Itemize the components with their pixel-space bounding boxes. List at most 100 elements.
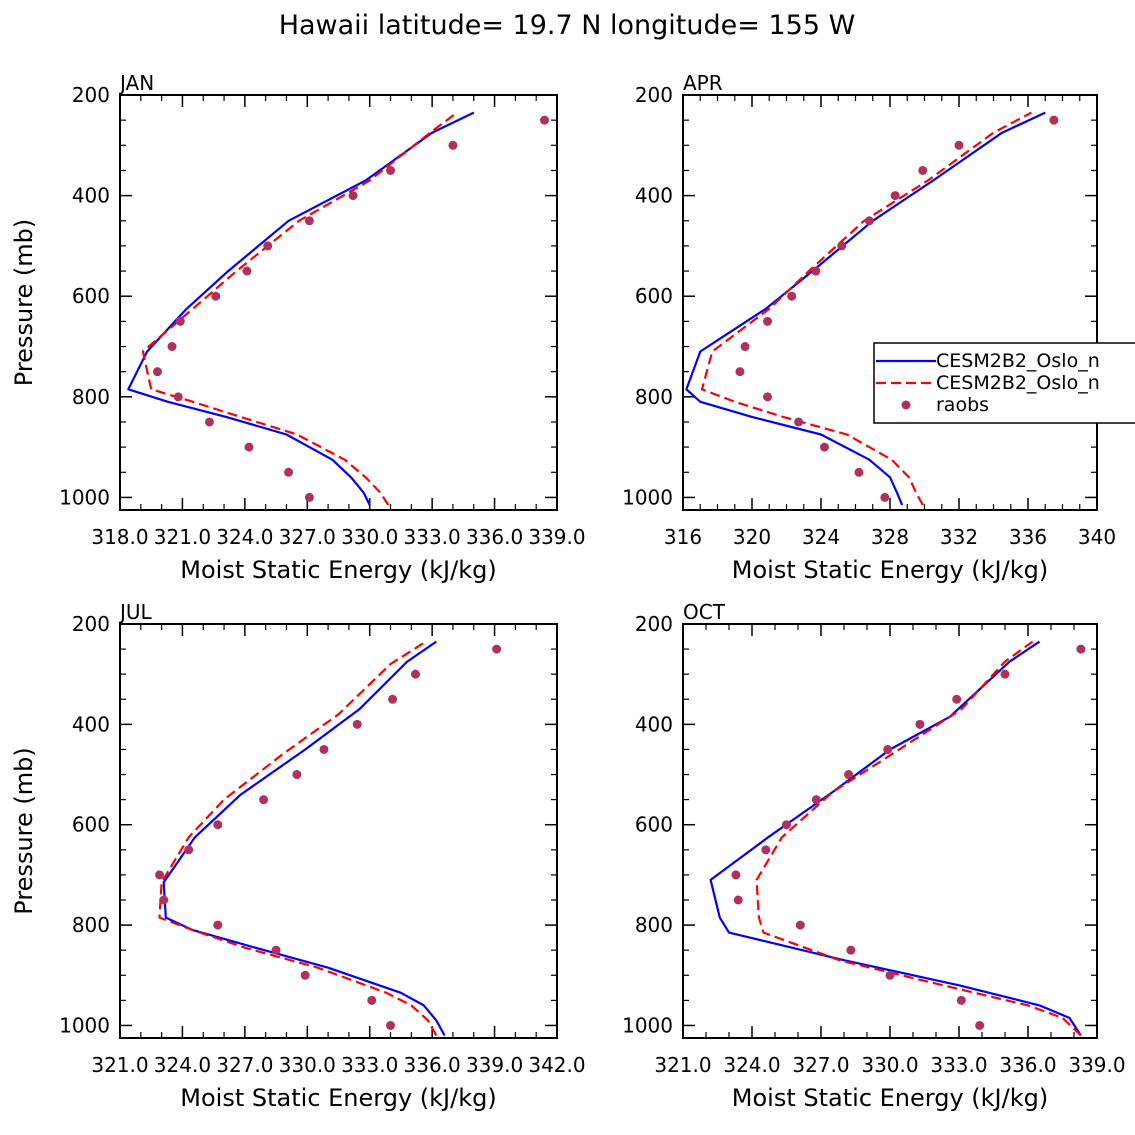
plot-frame <box>119 623 558 1039</box>
x-tick-label: 321.0 <box>91 1053 148 1077</box>
legend-frame <box>873 342 1135 424</box>
raobs-point <box>731 870 741 880</box>
raobs-point <box>175 316 185 326</box>
raobs-point <box>304 216 314 226</box>
raobs-point <box>811 795 821 805</box>
raobs-point <box>213 920 223 930</box>
figure-title: Hawaii latitude= 19.7 N longitude= 155 W <box>279 10 856 41</box>
y-tick-label: 200 <box>72 83 110 107</box>
raobs-point <box>1000 669 1010 679</box>
raobs-point <box>864 216 874 226</box>
raobs-point <box>213 820 223 830</box>
raobs-point <box>763 316 773 326</box>
x-tick-label: 327.0 <box>792 1053 849 1077</box>
x-tick-label: 340 <box>1078 525 1116 549</box>
raobs-point <box>242 266 252 276</box>
raobs-point <box>740 342 750 352</box>
raobs-point <box>880 492 890 502</box>
x-tick-label: 328 <box>871 525 909 549</box>
panel-title: JUL <box>118 600 153 624</box>
x-tick-label: 324 <box>802 525 840 549</box>
y-tick-label: 200 <box>72 612 110 636</box>
x-tick-label: 318.0 <box>91 525 148 549</box>
plot-frame <box>119 94 558 511</box>
panel-jul: JUL 321.0 324.0 327.0 330.0 333.0 336.0 339.0 34… <box>10 600 586 1112</box>
raobs-point <box>492 644 502 654</box>
y-tick-label: 1000 <box>622 485 673 509</box>
x-tick-label: 321.0 <box>654 1053 711 1077</box>
raobs-point <box>733 895 743 905</box>
raobs-point <box>271 945 281 955</box>
raobs-point <box>204 417 214 427</box>
y-axis-label: Pressure (mb) <box>10 219 38 386</box>
x-tick-label: 339.0 <box>528 525 585 549</box>
y-tick-label: 400 <box>635 712 673 736</box>
x-axis-label: Moist Static Energy (kJ/kg) <box>732 556 1048 584</box>
y-tick-label: 600 <box>635 813 673 837</box>
x-tick-label: 336.0 <box>466 525 523 549</box>
raobs-point <box>819 442 829 452</box>
x-tick-label: 339.0 <box>466 1053 523 1077</box>
panel-apr: APR 316 320 324 328 332 336 340 200 400 600 800 1000… <box>622 71 1135 584</box>
x-tick-label: 333.0 <box>930 1053 987 1077</box>
raobs-point <box>1049 115 1059 125</box>
raobs-point <box>540 115 550 125</box>
x-tick-label: 336.0 <box>999 1053 1056 1077</box>
legend-label: raobs <box>936 394 989 416</box>
raobs-point <box>763 392 773 402</box>
red-dashed-model-line <box>700 111 1032 506</box>
x-tick-label: 342.0 <box>528 1053 585 1077</box>
x-tick-label: 324.0 <box>216 525 273 549</box>
y-tick-label: 400 <box>72 712 110 736</box>
raobs-point <box>367 995 377 1005</box>
raobs-point <box>794 417 804 427</box>
red-dashed-model-line <box>755 640 1082 1037</box>
legend-marker-raobs <box>901 400 911 410</box>
y-tick-label: 800 <box>72 913 110 937</box>
raobs-point <box>319 744 329 754</box>
y-tick-label: 1000 <box>622 1013 673 1037</box>
raobs-point <box>846 945 856 955</box>
raobs-point <box>795 920 805 930</box>
raobs-point <box>885 970 895 980</box>
raobs-point <box>915 719 925 729</box>
raobs-point <box>761 845 771 855</box>
raobs-point <box>782 820 791 830</box>
y-tick-label: 600 <box>635 284 673 308</box>
raobs-point <box>352 719 362 729</box>
x-axis-label: Moist Static Energy (kJ/kg) <box>732 1084 1048 1112</box>
raobs-point <box>348 191 358 201</box>
x-tick-label: 336 <box>1009 525 1047 549</box>
x-tick-label: 333.0 <box>341 1053 398 1077</box>
raobs-point <box>211 291 221 301</box>
legend-label: CESM2B2_Oslo_n <box>936 372 1100 394</box>
x-tick-label: 330.0 <box>341 525 398 549</box>
raobs-point <box>388 694 398 704</box>
panel-title: APR <box>683 71 723 95</box>
y-tick-label: 600 <box>72 284 110 308</box>
raobs-point <box>787 291 797 301</box>
blue-model-line <box>162 640 446 1037</box>
y-tick-label: 800 <box>635 385 673 409</box>
legend-label: CESM2B2_Oslo_n <box>936 350 1100 372</box>
y-tick-label: 600 <box>72 813 110 837</box>
x-tick-label: 321.0 <box>154 525 211 549</box>
blue-model-line <box>685 111 1046 506</box>
raobs-point <box>883 744 893 754</box>
x-tick-label: 327.0 <box>216 1053 273 1077</box>
raobs-point <box>956 995 966 1005</box>
raobs-point <box>152 367 162 377</box>
x-tick-label: 339.0 <box>1068 1053 1125 1077</box>
raobs-point <box>263 241 273 251</box>
raobs-point <box>890 191 900 201</box>
panel-jan: JAN 318.0 321.0 324.0 327.0 330.0 333.0 336.0 33… <box>10 71 586 584</box>
raobs-point <box>304 492 314 502</box>
x-tick-label: 316 <box>664 525 702 549</box>
y-tick-label: 200 <box>635 612 673 636</box>
raobs-point <box>837 241 847 251</box>
raobs-point <box>259 795 269 805</box>
raobs-point <box>954 140 964 150</box>
